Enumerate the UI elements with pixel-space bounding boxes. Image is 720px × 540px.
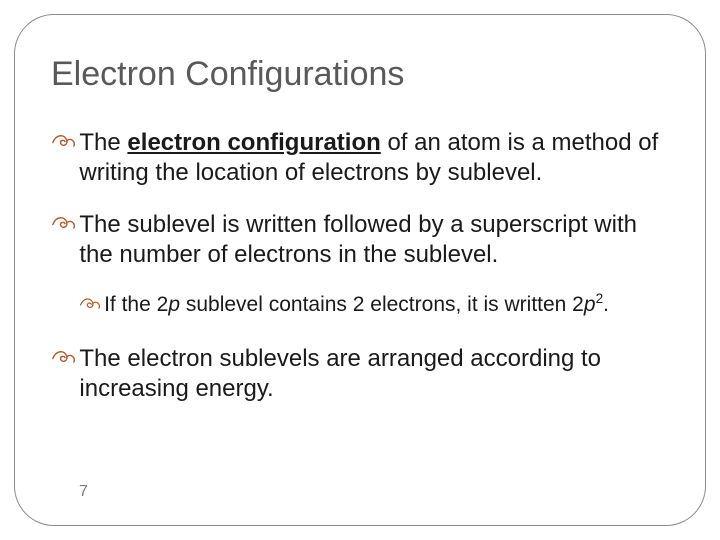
slide-frame: Electron Configurations The electron con… <box>14 14 706 526</box>
bullet-swirl-icon <box>79 292 102 318</box>
bullet-text: The electron sublevels are arranged acco… <box>79 344 669 404</box>
bullet-item: The electron sublevels are arranged acco… <box>51 344 669 404</box>
bullet-swirl-icon <box>51 128 77 156</box>
bullet-item: If the 2p sublevel contains 2 electrons,… <box>79 292 669 318</box>
bullet-text: If the 2p sublevel contains 2 electrons,… <box>104 292 609 318</box>
bullet-item: The electron configuration of an atom is… <box>51 128 669 188</box>
slide-title: Electron Configurations <box>51 55 669 94</box>
page-number: 7 <box>79 483 88 501</box>
bullet-swirl-icon <box>51 210 77 238</box>
bullet-text: The sublevel is written followed by a su… <box>79 210 669 270</box>
bullet-item: The sublevel is written followed by a su… <box>51 210 669 270</box>
bullet-swirl-icon <box>51 344 77 372</box>
bullet-text: The electron configuration of an atom is… <box>79 128 669 188</box>
bullets-container: The electron configuration of an atom is… <box>51 128 669 404</box>
